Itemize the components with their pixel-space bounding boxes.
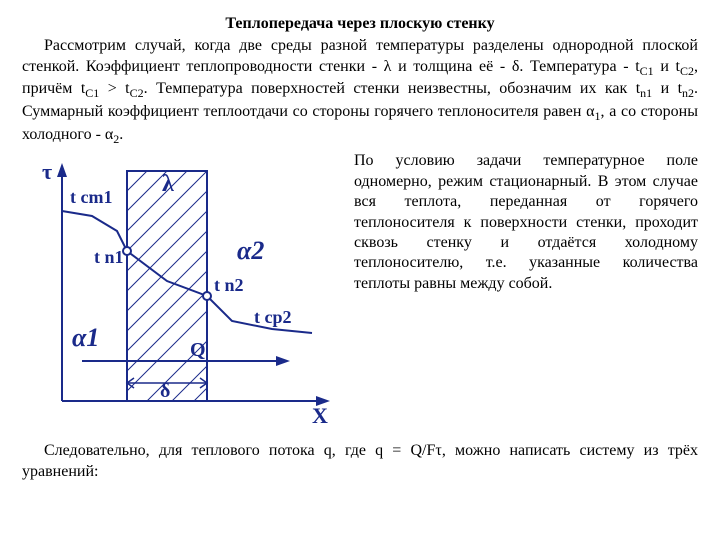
label-tcp2: t ср2	[254, 307, 292, 327]
p1-seg: Рассмотрим случай, когда две среды разно…	[22, 37, 698, 74]
sub-n1: n1	[640, 87, 652, 101]
label-alpha1: α1	[72, 323, 99, 352]
sub-c3: С1	[85, 87, 99, 101]
p2: По условию задачи температурное поле одн…	[354, 151, 698, 294]
conclusion-paragraph: Следовательно, для теплового потока q, г…	[22, 441, 698, 482]
p1a: и t	[654, 58, 680, 75]
sub-n2: n2	[682, 87, 694, 101]
sub-c4: С2	[130, 87, 144, 101]
sub-c2: С2	[680, 64, 694, 78]
figure-text-row: τ X	[22, 151, 698, 431]
p1c: > t	[99, 80, 129, 97]
p1h: .	[119, 126, 123, 143]
label-tcm1: t cm1	[70, 187, 112, 207]
p1d: . Температура поверхностей стенки неизве…	[144, 80, 641, 97]
label-Q: Q	[190, 339, 206, 361]
label-delta: δ	[160, 380, 170, 402]
side-paragraph: По условию задачи температурное поле одн…	[354, 151, 698, 431]
sub-c1: С1	[640, 64, 654, 78]
doc-title: Теплопередача через плоскую стенку	[22, 14, 698, 34]
axis-y-label: τ	[42, 159, 52, 184]
intro-paragraph: Рассмотрим случай, когда две среды разно…	[22, 36, 698, 147]
p1e: и t	[652, 80, 682, 97]
axis-x-label: X	[312, 403, 328, 428]
label-tn1: t n1	[94, 247, 124, 267]
label-alpha2: α2	[237, 236, 264, 265]
diagram-container: τ X	[22, 151, 342, 431]
label-lambda: λ	[162, 171, 174, 197]
wall-diagram: τ X	[22, 151, 342, 431]
label-tn2: t n2	[214, 275, 244, 295]
